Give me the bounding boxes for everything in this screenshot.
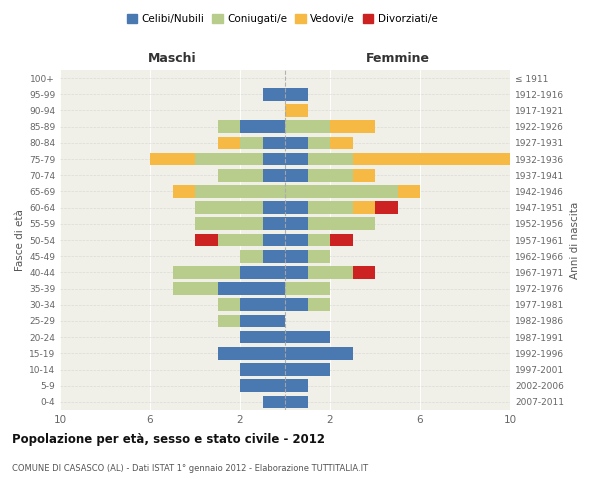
- Bar: [330, 234, 353, 246]
- Bar: [263, 396, 285, 408]
- Bar: [285, 282, 330, 295]
- Bar: [375, 202, 398, 214]
- Bar: [285, 250, 308, 262]
- Bar: [195, 202, 263, 214]
- Legend: Celibi/Nubili, Coniugati/e, Vedovi/e, Divorziati/e: Celibi/Nubili, Coniugati/e, Vedovi/e, Di…: [122, 10, 442, 29]
- Bar: [218, 282, 285, 295]
- Bar: [173, 266, 240, 278]
- Bar: [218, 347, 285, 360]
- Bar: [285, 136, 308, 149]
- Bar: [263, 250, 285, 262]
- Bar: [398, 185, 420, 198]
- Bar: [308, 298, 330, 311]
- Bar: [308, 152, 353, 166]
- Bar: [263, 136, 285, 149]
- Bar: [308, 266, 353, 278]
- Bar: [263, 152, 285, 166]
- Bar: [240, 250, 263, 262]
- Bar: [218, 234, 263, 246]
- Text: Femmine: Femmine: [365, 52, 430, 65]
- Bar: [218, 136, 240, 149]
- Bar: [308, 136, 330, 149]
- Bar: [285, 88, 308, 101]
- Bar: [195, 185, 285, 198]
- Bar: [285, 363, 330, 376]
- Bar: [285, 152, 308, 166]
- Bar: [285, 347, 353, 360]
- Bar: [353, 169, 375, 181]
- Bar: [308, 169, 353, 181]
- Bar: [353, 152, 510, 166]
- Bar: [285, 234, 308, 246]
- Bar: [330, 120, 375, 133]
- Bar: [285, 202, 308, 214]
- Bar: [285, 218, 308, 230]
- Bar: [263, 202, 285, 214]
- Bar: [330, 136, 353, 149]
- Bar: [285, 104, 308, 117]
- Bar: [308, 202, 353, 214]
- Text: Popolazione per età, sesso e stato civile - 2012: Popolazione per età, sesso e stato civil…: [12, 432, 325, 446]
- Bar: [263, 88, 285, 101]
- Bar: [353, 202, 375, 214]
- Bar: [263, 218, 285, 230]
- Text: COMUNE DI CASASCO (AL) - Dati ISTAT 1° gennaio 2012 - Elaborazione TUTTITALIA.IT: COMUNE DI CASASCO (AL) - Dati ISTAT 1° g…: [12, 464, 368, 473]
- Bar: [240, 136, 263, 149]
- Bar: [285, 120, 330, 133]
- Bar: [308, 234, 330, 246]
- Bar: [285, 380, 308, 392]
- Bar: [285, 185, 398, 198]
- Bar: [263, 169, 285, 181]
- Bar: [240, 266, 285, 278]
- Bar: [353, 266, 375, 278]
- Bar: [195, 234, 218, 246]
- Bar: [285, 396, 308, 408]
- Bar: [195, 218, 263, 230]
- Bar: [195, 152, 263, 166]
- Bar: [173, 282, 218, 295]
- Bar: [218, 120, 240, 133]
- Bar: [218, 169, 263, 181]
- Bar: [240, 363, 285, 376]
- Bar: [285, 266, 308, 278]
- Bar: [173, 185, 195, 198]
- Bar: [308, 250, 330, 262]
- Bar: [308, 218, 375, 230]
- Text: Maschi: Maschi: [148, 52, 197, 65]
- Bar: [218, 314, 240, 328]
- Bar: [263, 234, 285, 246]
- Bar: [150, 152, 195, 166]
- Y-axis label: Fasce di età: Fasce di età: [15, 209, 25, 271]
- Bar: [285, 169, 308, 181]
- Bar: [285, 331, 330, 344]
- Y-axis label: Anni di nascita: Anni di nascita: [569, 202, 580, 278]
- Bar: [240, 331, 285, 344]
- Bar: [285, 298, 308, 311]
- Bar: [240, 314, 285, 328]
- Bar: [240, 120, 285, 133]
- Bar: [218, 298, 240, 311]
- Bar: [240, 298, 285, 311]
- Bar: [240, 380, 285, 392]
